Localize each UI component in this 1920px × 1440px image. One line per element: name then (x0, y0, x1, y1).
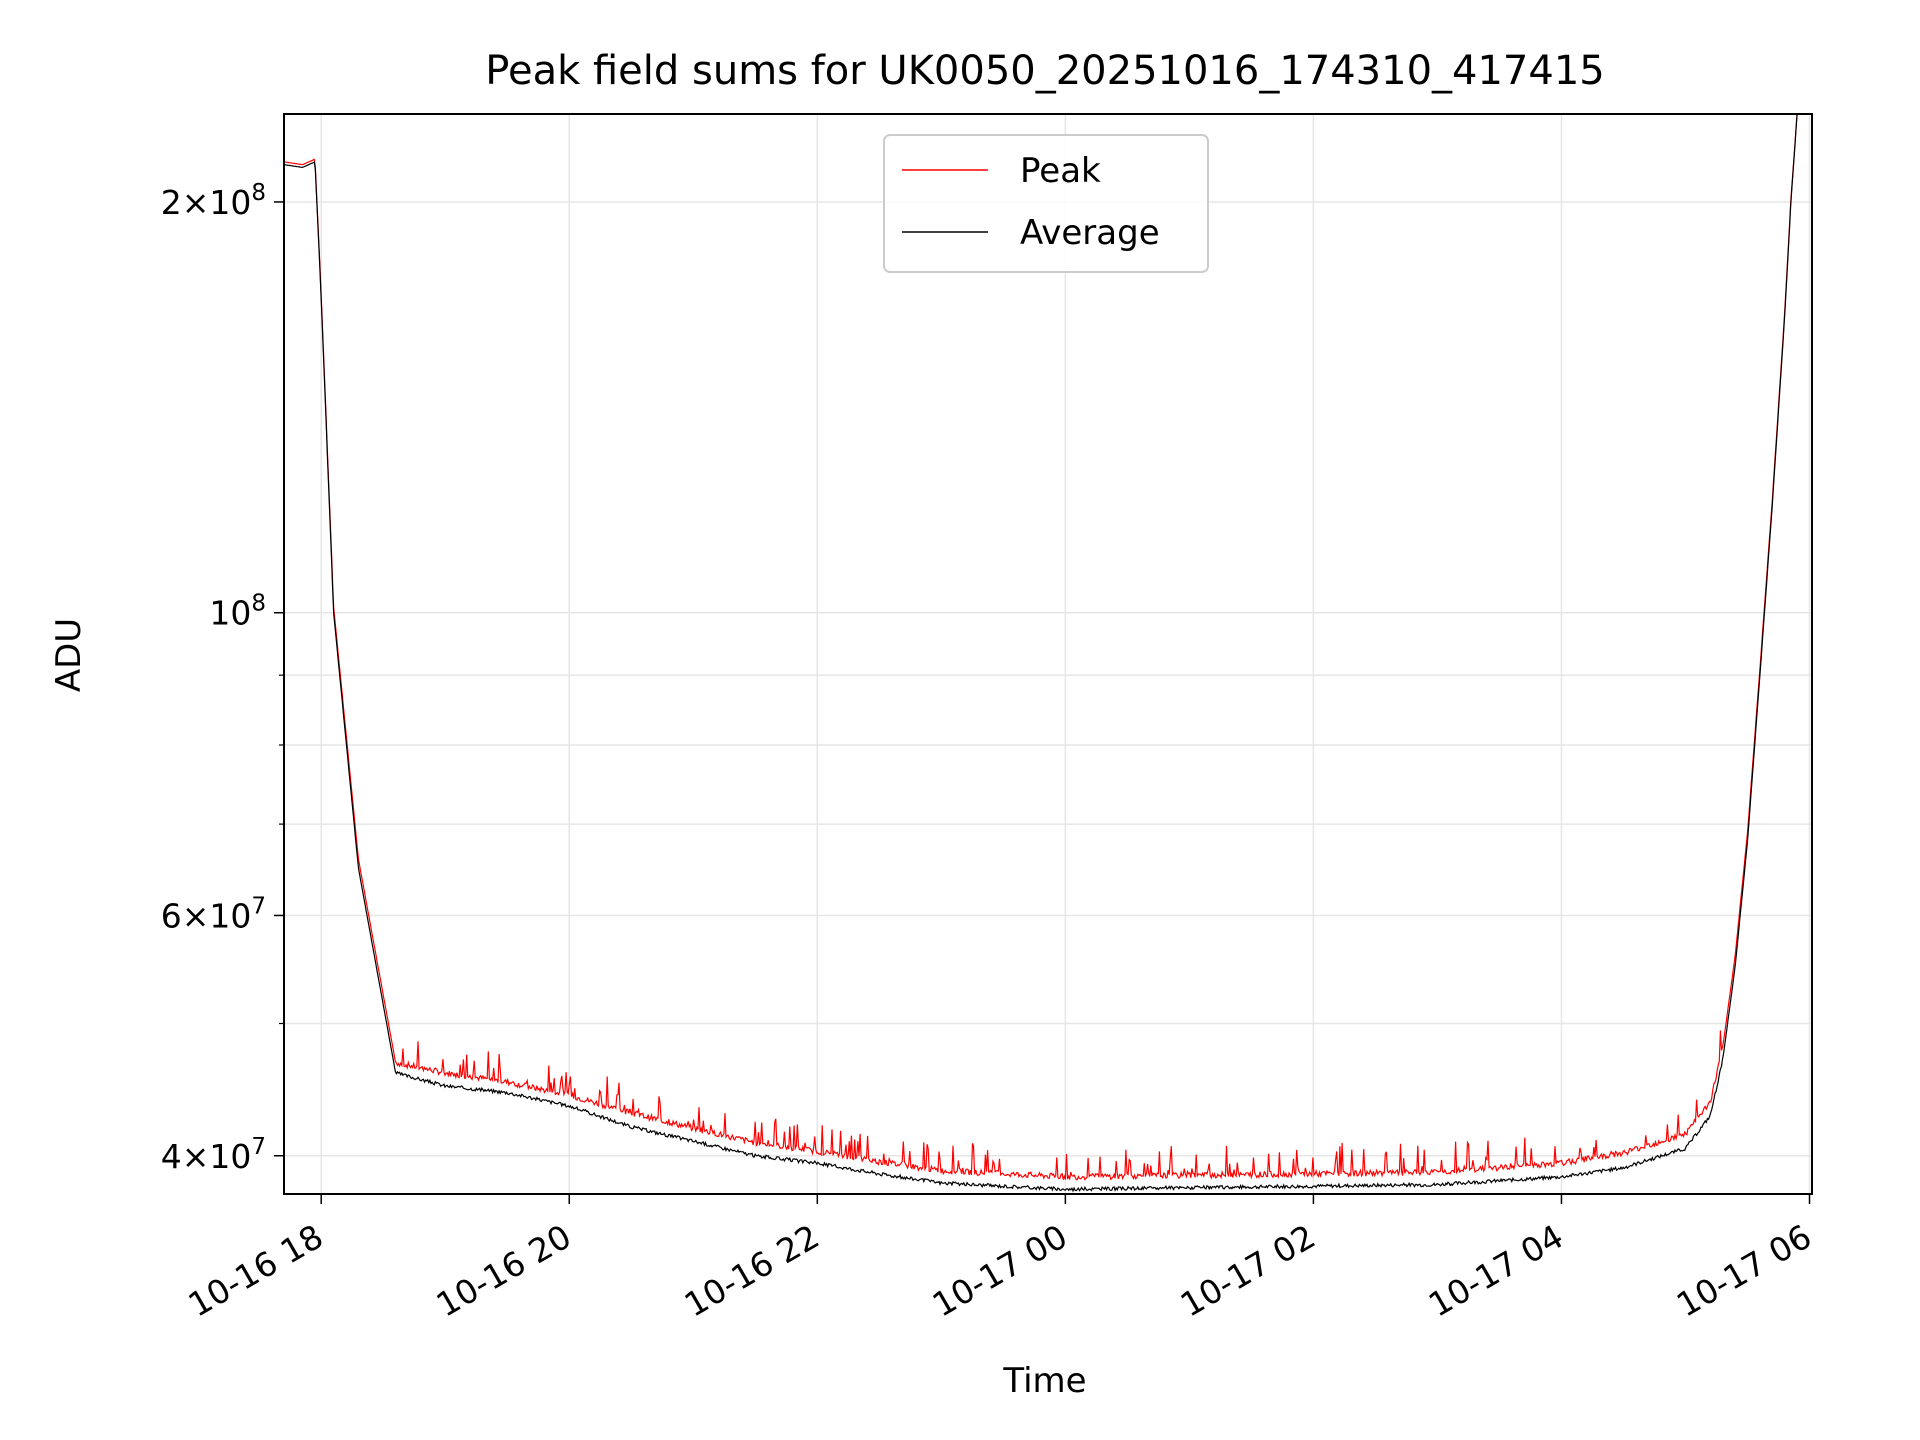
peak-series-line (283, 113, 1798, 1181)
y-tick-label: 6×107 (161, 893, 266, 935)
y-tick-label: 4×107 (161, 1134, 266, 1176)
series-layer (283, 113, 1798, 1193)
legend-average-label: Average (1020, 213, 1160, 253)
legend: Peak Average (883, 134, 1209, 273)
average-series-line (283, 113, 1798, 1193)
y-axis-label: ADU (49, 618, 89, 692)
chart-title: Peak field sums for UK0050_20251016_1743… (485, 48, 1604, 94)
y-tick-label: 108 (209, 591, 266, 633)
legend-peak-label: Peak (1020, 151, 1101, 191)
plot-frame (283, 113, 1813, 1195)
y-tick-label: 2×108 (161, 180, 266, 222)
x-axis-label: Time (1002, 1361, 1086, 1401)
